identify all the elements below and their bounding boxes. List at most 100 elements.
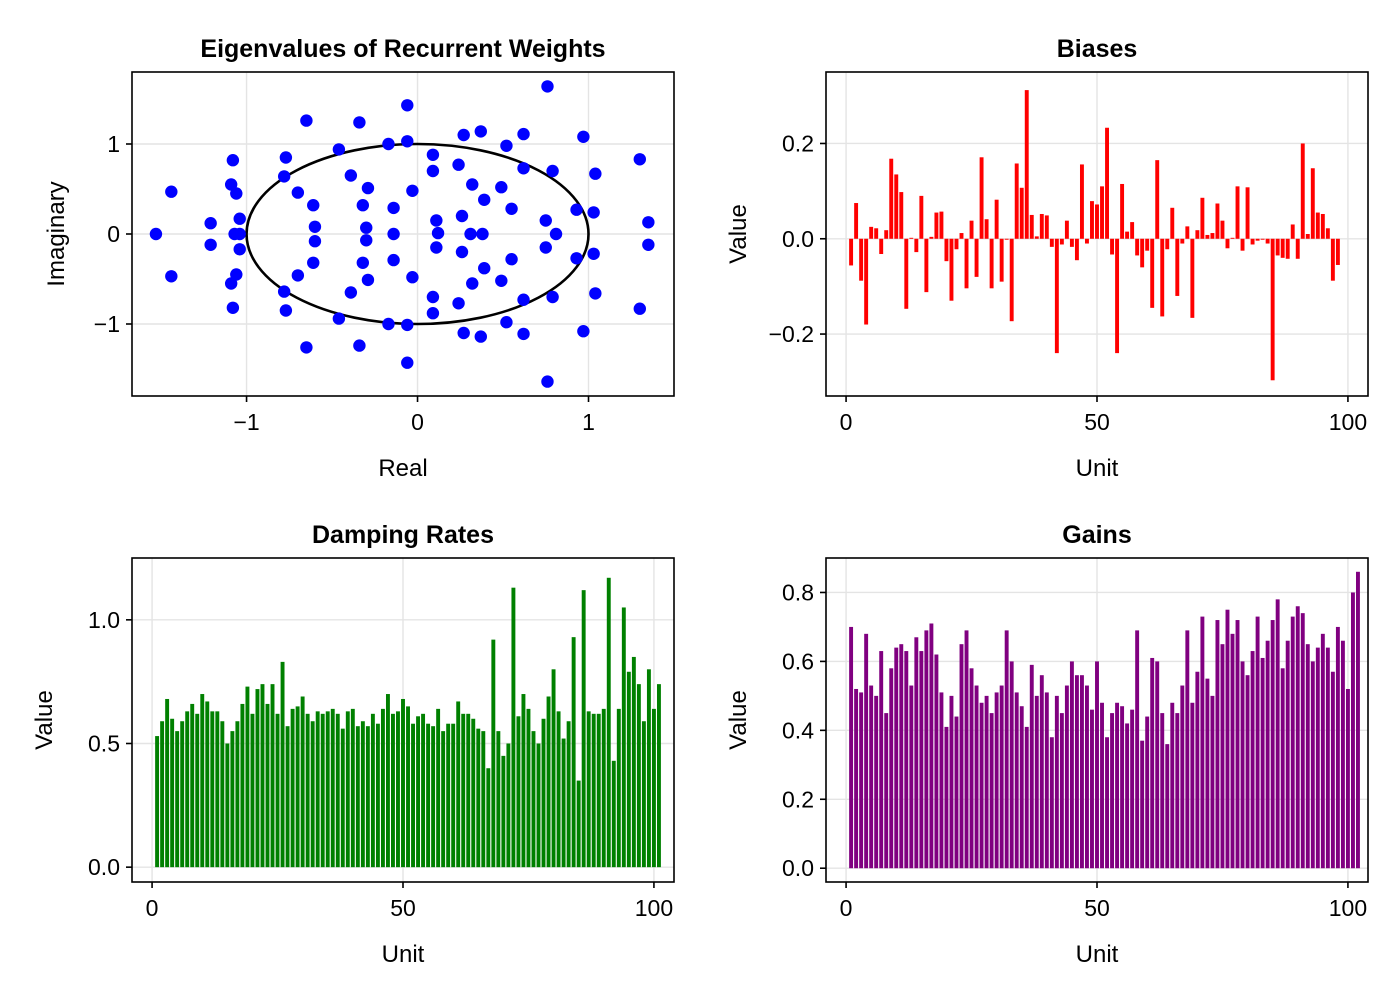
bar: [1275, 238, 1280, 256]
bar: [1220, 644, 1225, 869]
eigenvalue-point: [476, 227, 489, 241]
eigenvalue-point: [382, 317, 395, 331]
eigenvalue-point: [387, 253, 400, 267]
bar: [1180, 238, 1185, 244]
bar: [959, 233, 964, 239]
bar: [1135, 238, 1140, 256]
bar: [964, 238, 969, 289]
eigenvalue-point: [517, 127, 530, 141]
bar: [964, 630, 969, 869]
eigenvalue-point: [361, 273, 375, 287]
bar: [894, 647, 899, 869]
eigenvalue-point: [455, 209, 469, 223]
bar: [451, 723, 456, 868]
bar: [1059, 238, 1064, 245]
bar: [929, 623, 934, 869]
bar: [944, 726, 949, 869]
bar: [869, 226, 874, 239]
bar: [869, 685, 874, 869]
bar: [1135, 630, 1140, 869]
bar: [1085, 238, 1089, 244]
unit-circle: [245, 142, 590, 326]
bar: [280, 661, 285, 868]
bar: [1090, 201, 1094, 239]
x-tick-label: 50: [1084, 895, 1110, 921]
bar: [1105, 127, 1109, 239]
bar: [385, 694, 390, 868]
x-tick-label: 0: [146, 895, 159, 921]
bar: [1305, 644, 1310, 869]
bar: [230, 731, 235, 868]
bar: [561, 738, 566, 868]
bar: [380, 708, 385, 868]
eigenvalue-point: [230, 268, 243, 281]
bar: [1100, 702, 1104, 869]
bar: [461, 713, 466, 868]
bar: [1235, 186, 1240, 239]
eigenvalue-point: [546, 164, 559, 178]
eigenvalue-point: [307, 199, 320, 212]
eigenvalue-point: [344, 169, 358, 182]
x-tick-label: 100: [1329, 409, 1367, 435]
bar: [1145, 238, 1150, 251]
bar: [1290, 616, 1295, 869]
eigenvalue-point: [570, 252, 583, 265]
bar: [391, 713, 395, 868]
bar: [1140, 238, 1145, 268]
y-tick-label: 0.4: [782, 717, 814, 743]
eigenvalue-point: [401, 318, 414, 332]
bar: [1330, 671, 1335, 869]
y-tick-label: 1: [107, 131, 120, 157]
bar: [894, 174, 899, 239]
x-tick-label: 0: [840, 895, 853, 921]
bar: [1320, 633, 1325, 869]
bar: [924, 238, 929, 293]
eigenvalue-point: [332, 312, 346, 325]
bar: [864, 633, 869, 869]
chart-title: Eigenvalues of Recurrent Weights: [200, 35, 605, 63]
eigenvalue-point: [308, 220, 322, 233]
bar: [426, 723, 431, 868]
bar: [531, 731, 536, 868]
eigenvalue-point: [457, 128, 470, 142]
bar: [1255, 616, 1260, 869]
bar: [581, 590, 586, 868]
bar: [1029, 664, 1034, 869]
x-tick-label: 0: [411, 409, 424, 435]
eigenvalue-point: [224, 277, 238, 290]
bar: [1095, 204, 1099, 239]
bar: [989, 238, 994, 289]
bar: [1270, 620, 1275, 869]
bar: [849, 626, 854, 869]
bar: [1150, 238, 1155, 308]
eigenvalue-point: [452, 297, 465, 310]
eigenvalue-point: [387, 227, 400, 241]
eigenvalue-point: [500, 316, 513, 329]
eigenvalue-point: [233, 227, 246, 241]
bar: [626, 671, 631, 868]
eigenvalue-point: [401, 356, 414, 369]
bar: [155, 736, 160, 868]
bar: [939, 211, 944, 239]
bar: [954, 716, 959, 869]
x-tick-label: 50: [1084, 409, 1110, 435]
x-axis-label: Real: [378, 455, 427, 482]
bar: [1140, 740, 1145, 869]
bar: [636, 684, 641, 868]
bar: [959, 644, 964, 869]
bar: [914, 637, 919, 869]
eigenvalue-point: [382, 137, 395, 151]
bar: [1210, 233, 1215, 239]
bar: [656, 684, 661, 868]
bar: [1290, 224, 1295, 239]
eigenvalue-point: [539, 214, 552, 227]
eigenvalue-point: [224, 178, 238, 191]
bar: [310, 721, 315, 868]
bar: [260, 684, 265, 868]
y-tick-label: 0: [107, 221, 120, 247]
eigenvalue-point: [233, 243, 246, 256]
bar: [979, 702, 984, 869]
bar: [616, 708, 621, 868]
bar: [919, 651, 924, 869]
bar: [526, 708, 531, 868]
